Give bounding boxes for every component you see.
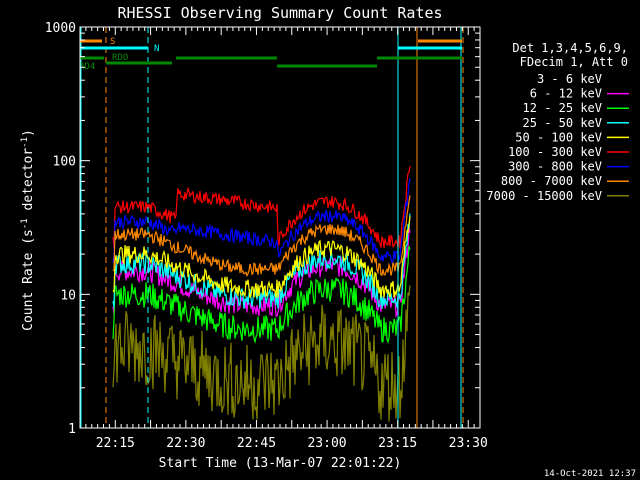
series-line bbox=[112, 216, 411, 298]
y-tick-label: 1 bbox=[68, 422, 76, 437]
chart-title: RHESSI Observing Summary Count Rates bbox=[117, 4, 442, 22]
x-tick-label: 23:30 bbox=[449, 436, 488, 451]
y-axis-label-sup: -1 bbox=[20, 218, 30, 229]
legend-header: FDecim 1, Att 0 bbox=[520, 55, 628, 69]
flag-label: S bbox=[110, 37, 115, 47]
series-line bbox=[112, 195, 411, 278]
y-axis-label-prefix: Count Rate (s bbox=[21, 229, 36, 331]
y-tick-label: 1000 bbox=[45, 21, 76, 36]
flag-label: N bbox=[154, 44, 159, 54]
series-line bbox=[112, 178, 411, 264]
legend-entry-label: 800 - 7000 keV bbox=[501, 174, 602, 188]
x-tick-label: 22:45 bbox=[237, 436, 276, 451]
timestamp: 14-Oct-2021 12:37 bbox=[544, 469, 636, 479]
series-layer bbox=[112, 165, 411, 422]
legend-entry-label: 6 - 12 keV bbox=[530, 87, 602, 101]
legend-entry-label: 50 - 100 keV bbox=[515, 130, 602, 144]
legend-entry-label: 100 - 300 keV bbox=[508, 145, 602, 159]
x-axis-label: Start Time (13-Mar-07 22:01:22) bbox=[159, 456, 402, 471]
x-tick-label: 23:15 bbox=[378, 436, 417, 451]
legend-entry-label: 12 - 25 keV bbox=[523, 101, 602, 115]
legend-header: Det 1,3,4,5,6,9, bbox=[512, 41, 628, 55]
y-axis-label-sup2: -1 bbox=[20, 137, 30, 148]
series-line bbox=[112, 165, 411, 249]
flag-bars: S N RDO RD4 bbox=[79, 37, 462, 72]
flag-label: RD4 bbox=[79, 62, 95, 72]
series-line bbox=[112, 246, 411, 345]
y-tick-label: 10 bbox=[60, 288, 76, 303]
y-tick-label: 100 bbox=[53, 155, 76, 170]
axis-ticks: 1 10 100 1000 22:15 22:30 22:45 23:00 23:15 23:30 bbox=[45, 21, 488, 451]
vertical-markers bbox=[80, 27, 464, 428]
flag-label: RDO bbox=[112, 53, 128, 63]
y-axis-label-mid: detector bbox=[21, 148, 36, 219]
series-line bbox=[112, 285, 411, 422]
x-tick-label: 22:30 bbox=[166, 436, 205, 451]
x-tick-label: 22:15 bbox=[96, 436, 135, 451]
y-axis-label: Count Rate (s-1 detector-1) bbox=[20, 129, 36, 331]
y-axis-label-suffix: ) bbox=[21, 129, 36, 137]
legend-entry-label: 25 - 50 keV bbox=[523, 116, 602, 130]
series-line bbox=[112, 226, 411, 319]
legend-entry-label: 300 - 800 keV bbox=[508, 160, 602, 174]
legend: Det 1,3,4,5,6,9,FDecim 1, Att 0 3 - 6 keV… bbox=[486, 41, 629, 203]
legend-entry-label: 3 - 6 keV bbox=[537, 72, 602, 86]
x-tick-label: 23:00 bbox=[307, 436, 346, 451]
legend-entry-label: 7000 - 15000 keV bbox=[486, 189, 602, 203]
